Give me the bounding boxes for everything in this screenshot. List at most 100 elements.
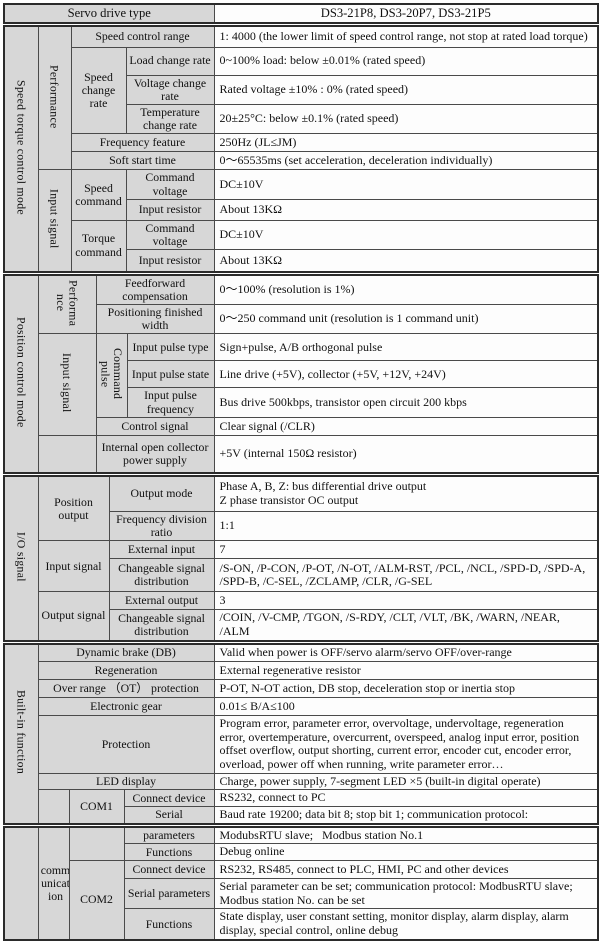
speed-control-range-label: Speed control range (70, 25, 215, 48)
com1-functions-value: Debug online (213, 843, 599, 862)
empty-section-cell (3, 826, 39, 941)
section-label-position-control: Position control mode (14, 317, 29, 428)
input-pulse-state-value: Line drive (+5V), collector (+5V, +12V, … (213, 360, 599, 389)
com1-parameters-value: ModubsRTU slave; Modbus station No.1 (213, 826, 599, 845)
frequency-feature-value: 250Hz (JL≤JM) (213, 133, 599, 153)
electronic-gear-label: Electronic gear (37, 697, 215, 717)
command-pulse-label: Command pulse (98, 348, 125, 400)
speed-command-label: Speed command (70, 169, 127, 221)
torque-command-voltage-value: DC±10V (213, 219, 599, 251)
speed-input-resistor-label: Input resistor (125, 198, 215, 221)
soft-start-time-label: Soft start time (70, 151, 215, 171)
com1-functions-label: Functions (123, 843, 215, 862)
header-table: Servo drive type DS3-21P8, DS3-20P7, DS3… (3, 3, 599, 24)
section-label-cell: Built-in function (3, 643, 39, 825)
over-range-protection-value: P-OT, N-OT action, DB stop, deceleration… (213, 679, 599, 699)
group-label-position-output: Position output (37, 475, 110, 542)
command-pulse-cell: Command pulse (95, 333, 128, 418)
changeable-signal-output-value: /COIN, /V-CMP, /TGON, /S-RDY, /CLT, /VLT… (213, 609, 599, 642)
section-label-communication-cell: communication (37, 826, 70, 941)
servo-drive-type-label: Servo drive type (3, 3, 215, 24)
soft-start-time-value: 0～65535ms (set acceleration, deceleratio… (213, 151, 599, 171)
external-input-value: 7 (213, 540, 599, 560)
section-speed-torque-control-mode: Speed torque control mode Performance Sp… (3, 25, 599, 273)
positioning-finished-width-label: Positioning finished width (95, 304, 215, 335)
section-label-built-in-function: Built-in function (14, 690, 29, 775)
group-input-signal-cell: Input signal (37, 169, 72, 273)
com1-parameters-label: parameters (123, 826, 215, 845)
feedforward-compensation-label: Feedforward compensation (95, 274, 215, 306)
group-label-output-signal: Output signal (37, 591, 110, 642)
speed-control-range-value: 1: 4000 (the lower limit of speed contro… (213, 25, 599, 48)
com1-label: COM1 (68, 789, 125, 825)
torque-command-voltage-label: Command voltage (125, 219, 215, 251)
input-pulse-state-label: Input pulse state (126, 360, 215, 389)
group-label-input-signal: Input signal (47, 189, 62, 249)
group-label-performance: Performance (47, 64, 62, 129)
empty-cell (37, 434, 97, 474)
section-communication: communication parameters ModubsRTU slave… (3, 825, 599, 941)
regeneration-label: Regeneration (37, 661, 215, 681)
voltage-change-rate-value: Rated voltage ±10% : 0% (rated speed) (213, 74, 599, 105)
internal-open-collector-label: Internal open collector power supply (95, 434, 215, 474)
temperature-change-rate-label: Temperature change rate (125, 103, 215, 135)
input-pulse-frequency-label: Input pulse frequency (126, 387, 215, 418)
over-range-protection-label: Over range （OT） protection (37, 679, 215, 699)
section-io-signal: I/O signal Position output Output mode P… (3, 475, 599, 642)
com2-serial-parameters-label: Serial parameters (123, 878, 215, 910)
group-label-input-signal: Input signal (60, 353, 75, 413)
section-label-speed-torque: Speed torque control mode (14, 79, 29, 215)
com1-connect-device-label: Connect device (123, 789, 215, 808)
changeable-signal-output-label: Changeable signal distribution (108, 609, 215, 642)
changeable-signal-input-label: Changeable signal distribution (108, 558, 215, 593)
led-display-label: LED display (37, 772, 215, 791)
group-performance-cell: Performance (37, 274, 97, 335)
output-mode-label: Output mode (108, 475, 215, 512)
section-label-communication: communication (40, 862, 69, 903)
torque-input-resistor-label: Input resistor (125, 249, 215, 273)
frequency-division-ratio-value: 1:1 (213, 510, 599, 542)
load-change-rate-label: Load change rate (125, 46, 215, 76)
regeneration-value: External regenerative resistor (213, 661, 599, 681)
com1-serial-label: Serial (123, 806, 215, 825)
dynamic-brake-value: Valid when power is OFF/servo alarm/serv… (213, 643, 599, 663)
speed-change-rate-label: Speed change rate (70, 46, 127, 135)
servo-drive-type-value: DS3-21P8, DS3-20P7, DS3-21P5 (213, 3, 599, 24)
temperature-change-rate-value: 20±25°C: below ±0.1% (rated speed) (213, 103, 599, 135)
voltage-change-rate-label: Voltage change rate (125, 74, 215, 105)
input-pulse-type-label: Input pulse type (126, 333, 215, 362)
load-change-rate-value: 0~100% load: below ±0.01% (rated speed) (213, 46, 599, 76)
input-pulse-frequency-value: Bus drive 500kbps, transistor open circu… (213, 387, 599, 418)
section-label-cell: I/O signal (3, 475, 39, 642)
torque-input-resistor-value: About 13KΩ (213, 249, 599, 273)
electronic-gear-value: 0.01≤ B/A≤100 (213, 697, 599, 717)
speed-command-voltage-value: DC±10V (213, 169, 599, 200)
speed-command-voltage-label: Command voltage (125, 169, 215, 200)
section-built-in-function: Built-in function Dynamic brake (DB) Val… (3, 642, 600, 825)
frequency-feature-label: Frequency feature (70, 133, 215, 153)
group-performance-cell: Performance (37, 25, 72, 171)
feedforward-compensation-value: 0～100% (resolution is 1%) (213, 274, 599, 306)
com2-connect-device-value: RS232, RS485, connect to PLC, HMI, PC an… (213, 860, 599, 880)
group-label-input-signal: Input signal (37, 540, 110, 593)
empty-cell (37, 789, 70, 825)
empty-cell (68, 826, 125, 862)
com1-serial-value: Baud rate 19200; data bit 8; stop bit 1;… (213, 806, 599, 825)
input-pulse-type-value: Sign+pulse, A/B orthogonal pulse (213, 333, 599, 362)
control-signal-value: Clear signal (/CLR) (213, 416, 599, 436)
control-signal-label: Control signal (95, 416, 215, 436)
changeable-signal-input-value: /S-ON, /P-CON, /P-OT, /N-OT, /ALM-RST, /… (213, 558, 599, 593)
output-mode-value: Phase A, B, Z: bus differential drive ou… (213, 475, 599, 512)
com2-functions-label: Functions (123, 908, 215, 941)
positioning-finished-width-value: 0～250 command unit (resolution is 1 comm… (213, 304, 599, 335)
protection-label: Protection (37, 715, 215, 774)
dynamic-brake-label: Dynamic brake (DB) (37, 643, 215, 663)
protection-value: Program error, parameter error, overvolt… (213, 715, 599, 774)
group-input-signal-cell: Input signal (37, 333, 97, 436)
section-label-cell: Position control mode (3, 274, 39, 474)
external-output-value: 3 (213, 591, 599, 611)
section-label-io-signal: I/O signal (14, 531, 29, 582)
com2-connect-device-label: Connect device (123, 860, 215, 880)
section-label-cell: Speed torque control mode (3, 25, 39, 273)
speed-input-resistor-value: About 13KΩ (213, 198, 599, 221)
